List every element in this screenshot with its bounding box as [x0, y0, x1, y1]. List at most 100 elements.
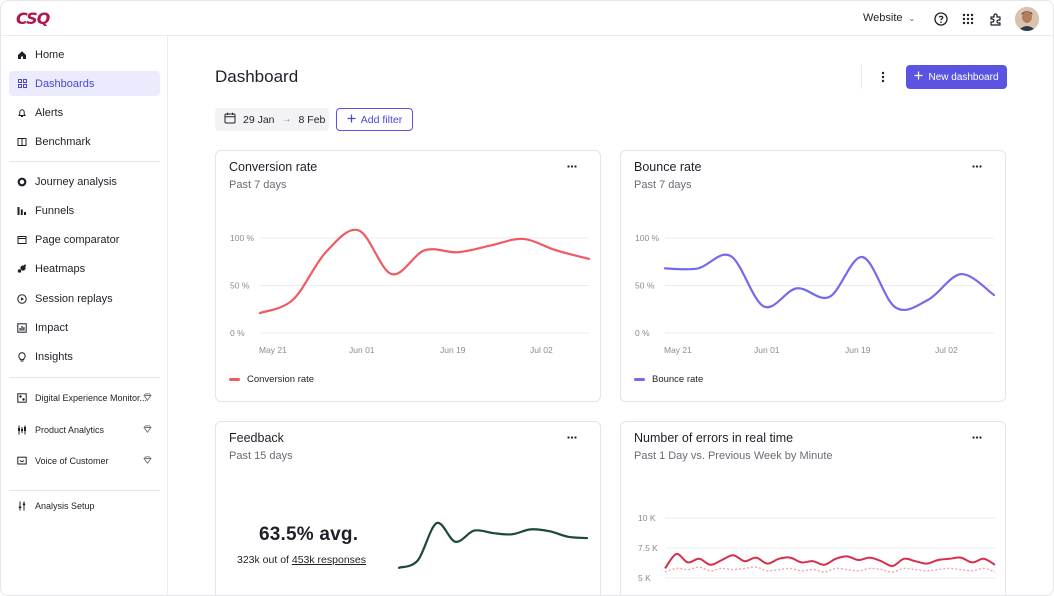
dem-icon: [17, 392, 27, 403]
plus-icon: [914, 71, 923, 83]
sidebar-item-label: Impact: [35, 321, 69, 334]
add-filter-label: Add filter: [360, 113, 403, 126]
add-filter-button[interactable]: Add filter: [336, 108, 413, 131]
sidebar-item-label: Alerts: [35, 106, 64, 119]
card-subtitle: Past 7 days: [634, 179, 692, 191]
home-icon: [17, 50, 27, 60]
website-selector[interactable]: Website ⌄: [863, 12, 915, 24]
conversion-rate-chart: 100 % 50 % 0 % May 21 Jun 01 Jun 19 Jul 02: [230, 228, 591, 355]
window-icon: [17, 235, 27, 245]
product-icon: [17, 425, 27, 435]
series-line: [664, 566, 996, 573]
series-line: [664, 552, 996, 570]
x-tick-label: May 21: [664, 345, 692, 355]
y-tick-label: 5 K: [638, 573, 651, 583]
card-title: Number of errors in real time: [634, 431, 794, 445]
page-title: Dashboard: [215, 67, 299, 86]
sidebar-item-impact[interactable]: Impact: [9, 315, 160, 340]
feedback-sparkline: [397, 521, 589, 569]
sidebar-divider: [9, 377, 160, 378]
sidebar-item-digital-experience-monitor[interactable]: Digital Experience Monitor...: [9, 385, 160, 410]
sidebar-item-label: Funnels: [35, 204, 75, 217]
y-tick-label: 100 %: [230, 233, 255, 243]
series-line: [663, 253, 996, 312]
sidebar-item-analysis-setup[interactable]: Analysis Setup: [9, 493, 160, 518]
sidebar-item-label: Heatmaps: [35, 262, 86, 275]
legend-label: Conversion rate: [247, 374, 315, 385]
donut-icon: [17, 177, 27, 187]
legend-swatch: [634, 378, 645, 381]
x-tick-label: Jun 19: [845, 345, 871, 355]
more-options-icon[interactable]: [875, 69, 891, 85]
sidebar-item-page-comparator[interactable]: Page comparator: [9, 227, 160, 252]
chevron-down-icon: ⌄: [908, 13, 916, 23]
sidebar-item-dashboards[interactable]: Dashboards: [9, 71, 160, 96]
help-icon[interactable]: [932, 10, 950, 28]
date-range-picker[interactable]: 29 Jan → 8 Feb: [215, 108, 329, 131]
sidebar-item-journey-analysis[interactable]: Journey analysis: [9, 169, 160, 194]
sidebar-item-label: Dashboards: [35, 77, 95, 90]
sidebar-item-label: Benchmark: [35, 135, 91, 148]
sidebar-item-benchmark[interactable]: Benchmark: [9, 129, 160, 154]
x-tick-label: May 21: [259, 345, 287, 355]
calendar-icon: [224, 112, 236, 127]
y-tick-label: 50 %: [230, 281, 250, 291]
card-title: Feedback: [229, 431, 284, 445]
arrow-right-icon: →: [281, 114, 292, 125]
feedback-count-prefix: 323k out of: [237, 554, 292, 566]
card-more-icon[interactable]: [567, 165, 583, 175]
premium-diamond-icon: [143, 456, 152, 466]
sidebar-item-home[interactable]: Home: [9, 42, 160, 67]
chart-legend: Bounce rate: [634, 374, 703, 385]
card-title: Conversion rate: [229, 160, 318, 174]
puzzle-icon[interactable]: [987, 10, 1005, 28]
sidebar-item-label: Analysis Setup: [35, 500, 95, 511]
legend-swatch: [229, 378, 240, 381]
bounce-rate-card: Bounce rate Past 7 days 100 % 50 % 0 % May …: [620, 150, 1006, 402]
user-avatar[interactable]: [1015, 7, 1039, 31]
sidebar-item-label: Digital Experience Monitor...: [35, 392, 148, 403]
sidebar-item-label: Voice of Customer: [35, 455, 109, 466]
premium-diamond-icon: [143, 393, 152, 403]
sidebar-item-insights[interactable]: Insights: [9, 344, 160, 369]
new-dashboard-button[interactable]: New dashboard: [906, 65, 1007, 89]
card-more-icon[interactable]: [972, 436, 988, 446]
y-tick-label: 100 %: [635, 233, 660, 243]
card-more-icon[interactable]: [972, 165, 988, 175]
card-more-icon[interactable]: [567, 436, 583, 446]
x-tick-label: Jul 02: [530, 345, 553, 355]
feedback-average: 63.5% avg.: [259, 524, 359, 545]
errors-card: Number of errors in real time Past 1 Day…: [620, 421, 1006, 595]
bars-icon: [17, 206, 27, 216]
sidebar-item-product-analytics[interactable]: Product Analytics: [9, 417, 160, 442]
y-tick-label: 0 %: [635, 328, 650, 338]
sidebar-item-alerts[interactable]: Alerts: [9, 100, 160, 125]
header-divider: [861, 65, 862, 89]
sidebar-item-heatmaps[interactable]: Heatmaps: [9, 256, 160, 281]
premium-diamond-icon: [143, 425, 152, 435]
feedback-count: 323k out of 453k responses: [237, 554, 366, 566]
y-tick-label: 50 %: [635, 281, 655, 291]
sidebar-item-label: Page comparator: [35, 233, 120, 246]
grid-icon: [17, 79, 27, 89]
top-bar: CSQ Website ⌄: [1, 1, 1053, 36]
sidebar-item-funnels[interactable]: Funnels: [9, 198, 160, 223]
sidebar-item-session-replays[interactable]: Session replays: [9, 286, 160, 311]
chart-box-icon: [17, 322, 27, 333]
book-icon: [17, 137, 27, 147]
series-line: [258, 228, 591, 315]
card-subtitle: Past 1 Day vs. Previous Week by Minute: [634, 450, 833, 462]
sidebar: Home Dashboards Alerts Benchmark Journey…: [1, 36, 168, 595]
y-tick-label: 7.5 K: [638, 543, 658, 553]
sliders-icon: [17, 501, 27, 511]
plus-icon: [347, 114, 356, 126]
apps-grid-icon[interactable]: [959, 10, 977, 28]
x-tick-label: Jun 19: [440, 345, 466, 355]
errors-chart: 10 K 7.5 K 5 K: [638, 513, 996, 583]
bounce-rate-chart: 100 % 50 % 0 % May 21 Jun 01 Jun 19 Jul 02: [635, 233, 996, 355]
responses-link[interactable]: 453k responses: [291, 554, 367, 566]
sidebar-item-label: Journey analysis: [35, 175, 117, 188]
app-logo[interactable]: CSQ: [16, 9, 50, 28]
date-to: 8 Feb: [298, 113, 326, 126]
sidebar-item-voice-of-customer[interactable]: Voice of Customer: [9, 448, 160, 473]
